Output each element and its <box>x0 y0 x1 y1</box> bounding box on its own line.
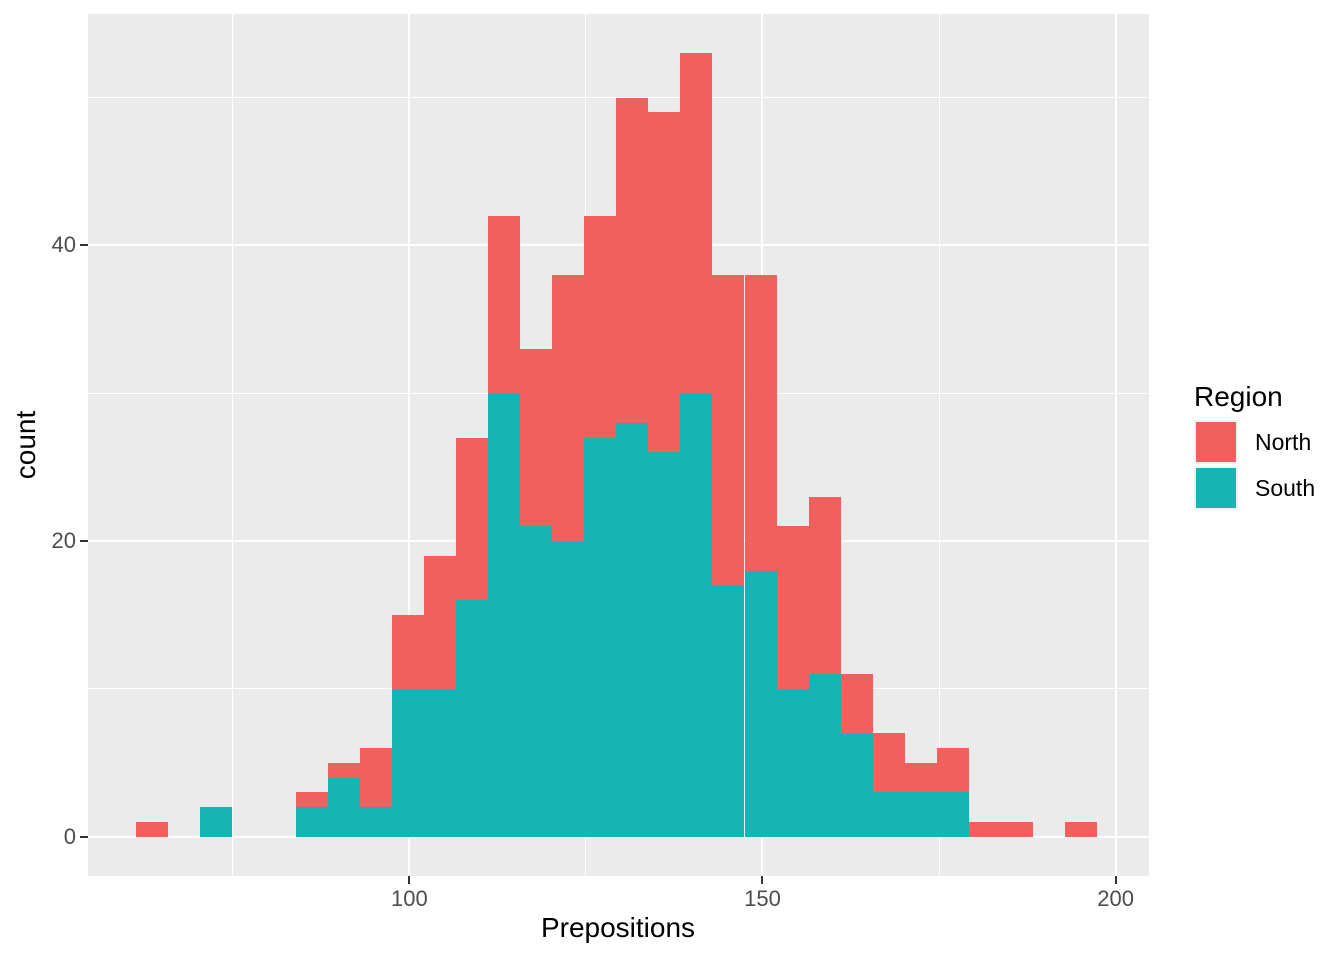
histogram-bar-north <box>296 792 329 808</box>
histogram-bar-north <box>616 97 649 423</box>
histogram-bar-south <box>488 393 521 837</box>
histogram-bar-north <box>648 112 681 453</box>
legend: Region North South <box>1194 381 1315 512</box>
y-tick-label: 20 <box>51 528 76 554</box>
histogram-bar-north <box>936 748 969 793</box>
histogram-bar-north <box>968 822 1001 837</box>
histogram-bar-north <box>360 748 393 808</box>
gridline-major-horizontal <box>88 835 1149 838</box>
y-tick-mark <box>80 244 88 247</box>
histogram-bar-south <box>744 570 777 837</box>
histogram-bar-north <box>680 53 713 394</box>
x-tick-label: 200 <box>1097 886 1134 911</box>
histogram-bar-north <box>872 733 905 793</box>
histogram-bar-south <box>840 733 873 837</box>
histogram-bar-south <box>200 807 233 837</box>
histogram-bar-north <box>776 526 809 689</box>
y-tick-label: 0 <box>63 823 76 849</box>
histogram-bar-north <box>584 215 617 438</box>
histogram-bar-north <box>424 555 457 689</box>
histogram-bar-south <box>392 688 425 837</box>
histogram-bar-south <box>456 600 489 837</box>
histogram-bar-south <box>936 792 969 837</box>
gridline-major-vertical <box>408 14 411 876</box>
histogram-bar-south <box>776 688 809 837</box>
histogram-bar-north <box>712 274 745 586</box>
histogram-bar-north <box>904 762 937 793</box>
legend-title: Region <box>1194 381 1283 412</box>
y-axis-title: count <box>10 410 41 480</box>
x-tick-mark <box>408 876 411 884</box>
histogram-bar-north <box>840 674 873 734</box>
histogram-bar-north <box>328 762 361 778</box>
histogram-bar-north <box>552 274 585 542</box>
gridline-minor-vertical <box>232 14 234 876</box>
histogram-bar-south <box>424 688 457 837</box>
x-tick-mark <box>761 876 764 884</box>
histogram-bar-north <box>456 437 489 601</box>
gridline-minor-vertical <box>938 14 940 876</box>
histogram-bar-north <box>520 348 553 527</box>
legend-item-north: North <box>1194 420 1315 464</box>
histogram-bar-south <box>552 541 585 837</box>
histogram-bar-south <box>520 526 553 837</box>
y-tick-mark <box>80 835 88 838</box>
histogram-bar-south <box>712 585 745 837</box>
histogram-bar-north <box>136 822 169 837</box>
histogram-bar-south <box>360 807 393 837</box>
histogram-bar-south <box>648 452 681 837</box>
histogram-bar-south <box>904 792 937 837</box>
histogram-bar-south <box>616 422 649 837</box>
plot-panel <box>88 14 1149 876</box>
histogram-bar-north <box>808 496 841 675</box>
histogram-bar-north <box>744 274 777 571</box>
legend-swatch-south <box>1194 466 1238 510</box>
y-tick-mark <box>80 540 88 543</box>
legend-label-south: South <box>1255 474 1316 501</box>
x-tick-label: 150 <box>744 886 781 911</box>
y-tick-label: 40 <box>51 232 76 258</box>
histogram-bar-north <box>488 215 521 394</box>
legend-label-north: North <box>1255 428 1312 455</box>
histogram-bar-south <box>328 777 361 837</box>
histogram-bar-south <box>872 792 905 837</box>
legend-swatch-north <box>1194 420 1238 464</box>
x-tick-label: 100 <box>390 886 428 911</box>
legend-item-south: South <box>1194 466 1315 510</box>
x-axis-title: Prepositions <box>540 912 696 943</box>
x-tick-mark <box>1114 876 1117 884</box>
histogram-bar-north <box>392 615 425 689</box>
histogram-bar-south <box>584 437 617 837</box>
histogram-bar-north <box>1000 822 1033 837</box>
histogram-bar-south <box>808 674 841 837</box>
histogram-bar-south <box>296 807 329 837</box>
gridline-major-vertical <box>1114 14 1117 876</box>
histogram-bar-north <box>1064 822 1097 837</box>
histogram-bar-south <box>680 393 713 837</box>
